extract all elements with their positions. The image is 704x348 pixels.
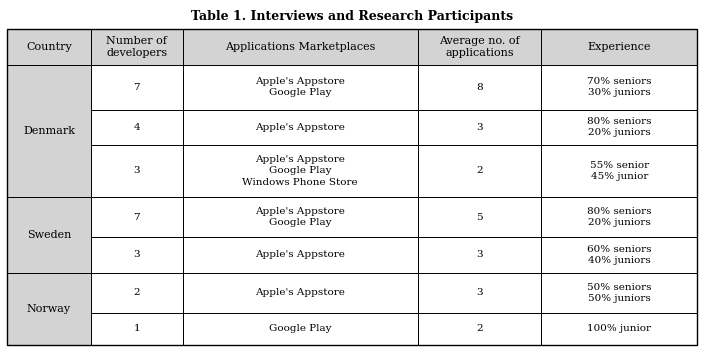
Bar [7, 197, 91, 272]
Text: Sweden: Sweden [27, 230, 71, 240]
Text: 1: 1 [133, 324, 140, 333]
Bar [91, 65, 182, 110]
Bar [541, 313, 697, 345]
Bar [182, 237, 417, 272]
Bar [7, 29, 91, 65]
Bar [417, 145, 541, 197]
Text: Apple's Appstore: Apple's Appstore [256, 251, 345, 260]
Text: Apple's Appstore
Google Play
Windows Phone Store: Apple's Appstore Google Play Windows Pho… [242, 156, 358, 187]
Bar [182, 197, 417, 237]
Text: Table 1. Interviews and Research Participants: Table 1. Interviews and Research Partici… [191, 10, 513, 23]
Bar [91, 145, 182, 197]
Bar [182, 272, 417, 313]
Text: 7: 7 [133, 213, 140, 222]
Bar [182, 145, 417, 197]
Bar [7, 65, 91, 197]
Text: 2: 2 [133, 288, 140, 297]
Bar [7, 272, 91, 345]
Text: Average no. of
applications: Average no. of applications [439, 36, 520, 58]
Text: Apple's Appstore
Google Play: Apple's Appstore Google Play [256, 207, 345, 227]
Bar [182, 110, 417, 145]
Text: 80% seniors
20% juniors: 80% seniors 20% juniors [587, 117, 651, 137]
Bar [541, 145, 697, 197]
Text: 4: 4 [133, 123, 140, 132]
Text: 8: 8 [477, 83, 483, 92]
Bar [91, 237, 182, 272]
Bar [182, 313, 417, 345]
Bar [417, 237, 541, 272]
Bar [541, 65, 697, 110]
Bar [182, 65, 417, 110]
Text: Google Play: Google Play [269, 324, 332, 333]
Bar [417, 313, 541, 345]
Text: 80% seniors
20% juniors: 80% seniors 20% juniors [587, 207, 651, 227]
Text: Number of
developers: Number of developers [106, 36, 168, 58]
Text: Country: Country [26, 42, 72, 52]
Bar [417, 197, 541, 237]
Text: Denmark: Denmark [23, 126, 75, 136]
Bar [541, 237, 697, 272]
Text: 60% seniors
40% juniors: 60% seniors 40% juniors [587, 245, 651, 265]
Text: 3: 3 [477, 251, 483, 260]
Bar [91, 29, 182, 65]
Text: Norway: Norway [27, 303, 71, 314]
Bar [91, 110, 182, 145]
Bar [541, 110, 697, 145]
Bar [541, 272, 697, 313]
Text: 50% seniors
50% juniors: 50% seniors 50% juniors [587, 283, 651, 303]
Bar [91, 197, 182, 237]
Bar [91, 272, 182, 313]
Text: 2: 2 [477, 324, 483, 333]
Bar [182, 29, 417, 65]
Text: 55% senior
45% junior: 55% senior 45% junior [590, 161, 649, 181]
Bar [417, 29, 541, 65]
Text: 7: 7 [133, 83, 140, 92]
Text: 3: 3 [133, 251, 140, 260]
Text: Apple's Appstore
Google Play: Apple's Appstore Google Play [256, 77, 345, 97]
Text: 70% seniors
30% juniors: 70% seniors 30% juniors [587, 77, 651, 97]
Bar [417, 110, 541, 145]
Text: Experience: Experience [587, 42, 651, 52]
Text: Apple's Appstore: Apple's Appstore [256, 288, 345, 297]
Text: Applications Marketplaces: Applications Marketplaces [225, 42, 375, 52]
Text: 5: 5 [477, 213, 483, 222]
Bar [417, 65, 541, 110]
Bar [417, 272, 541, 313]
Text: 3: 3 [477, 123, 483, 132]
Bar [541, 29, 697, 65]
Bar [91, 313, 182, 345]
Text: 100% junior: 100% junior [587, 324, 651, 333]
Text: 2: 2 [477, 166, 483, 175]
Text: Apple's Appstore: Apple's Appstore [256, 123, 345, 132]
Text: 3: 3 [133, 166, 140, 175]
Bar [541, 197, 697, 237]
Text: 3: 3 [477, 288, 483, 297]
